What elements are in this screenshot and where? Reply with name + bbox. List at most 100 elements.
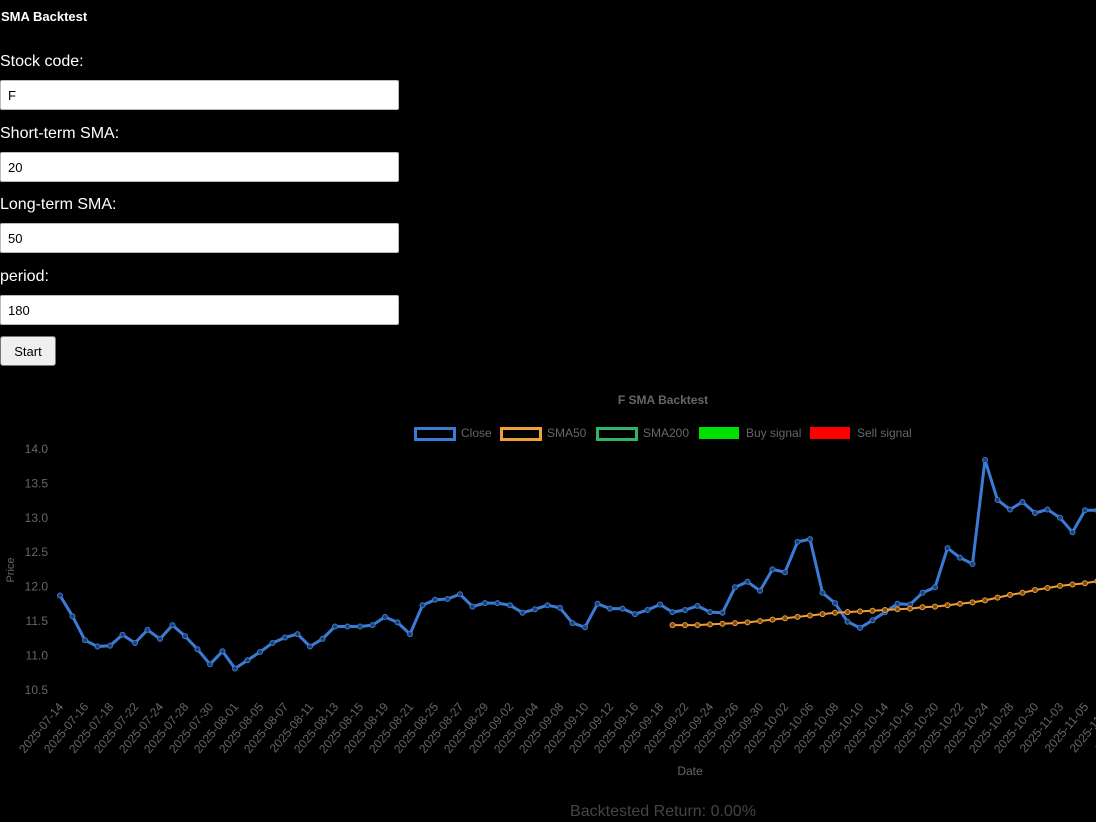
close-point	[307, 643, 313, 650]
sma-backtest-chart: F SMA Backtest Close SMA50 SMA200 Buy signal…	[5, 393, 1096, 778]
sma50-point	[844, 609, 851, 616]
backtested-return: Backtested Return: 0.00%	[570, 803, 756, 820]
close-point	[732, 584, 738, 591]
y-axis-label: Price	[5, 557, 17, 582]
close-point	[519, 609, 526, 616]
sma50-point	[969, 599, 976, 606]
close-point	[444, 596, 451, 602]
sma50-point	[882, 607, 888, 613]
sma50-point	[932, 603, 938, 610]
close-point	[657, 601, 663, 608]
sma50-point	[869, 607, 876, 614]
close-point	[682, 607, 688, 613]
close-point	[257, 649, 263, 655]
close-point	[919, 589, 926, 596]
sma50-point	[807, 612, 813, 619]
legend-label: Close	[461, 426, 492, 440]
close-point	[582, 624, 588, 631]
close-point	[644, 607, 651, 613]
close-point	[982, 457, 988, 463]
close-point	[569, 620, 576, 627]
close-point	[1044, 506, 1051, 513]
close-point	[432, 596, 438, 603]
close-point	[369, 622, 376, 629]
close-point	[132, 640, 138, 646]
sma50-point	[794, 613, 801, 620]
close-point	[482, 600, 488, 607]
sma50-point	[682, 622, 688, 629]
close-point	[207, 661, 213, 668]
long-sma-label: Long-term SMA:	[0, 196, 117, 213]
close-point	[319, 635, 326, 642]
close-point	[819, 589, 826, 596]
sma50-point	[1044, 585, 1051, 591]
close-point	[157, 635, 163, 642]
close-point	[344, 623, 351, 630]
close-point	[169, 622, 176, 629]
close-point	[532, 606, 538, 613]
legend-label: SMA200	[643, 426, 689, 440]
legend-swatch	[699, 427, 739, 439]
close-point	[232, 665, 238, 672]
close-point	[82, 637, 88, 644]
start-button[interactable]: Start	[0, 336, 56, 366]
sma50-point	[982, 597, 988, 604]
close-point	[407, 631, 413, 638]
close-point	[832, 600, 838, 607]
close-point	[794, 538, 801, 545]
y-tick-label: 10.5	[25, 683, 49, 697]
sma50-point	[769, 616, 776, 623]
close-point	[294, 631, 301, 638]
close-point	[807, 536, 813, 543]
legend-label: Sell signal	[857, 426, 912, 440]
close-point	[769, 566, 776, 573]
close-point	[357, 623, 363, 630]
sma50-point	[694, 622, 701, 629]
close-point	[719, 609, 726, 616]
sma50-point	[907, 605, 913, 612]
sma50-point	[707, 621, 713, 628]
close-point	[932, 584, 938, 591]
close-point	[1032, 510, 1038, 516]
close-point	[1019, 499, 1026, 505]
close-point	[269, 640, 276, 646]
sma50-point	[719, 620, 726, 627]
close-point	[182, 633, 188, 640]
long-sma-input[interactable]	[0, 223, 399, 253]
sma50-point	[957, 600, 963, 607]
close-point	[707, 609, 713, 616]
close-point	[1069, 529, 1076, 536]
period-label: period:	[0, 268, 49, 285]
sma50-point	[1082, 580, 1088, 587]
y-tick-label: 11.5	[26, 614, 49, 628]
close-point	[69, 613, 76, 620]
sma50-point	[1057, 582, 1063, 589]
y-tick-label: 13.5	[25, 476, 49, 490]
close-point	[144, 626, 151, 633]
close-point	[419, 602, 426, 609]
close-point	[894, 600, 901, 607]
close-point	[469, 603, 476, 610]
close-point	[119, 631, 126, 638]
period-input[interactable]	[0, 295, 399, 325]
x-axis-label: Date	[677, 764, 703, 778]
close-point	[994, 496, 1001, 503]
close-point	[869, 617, 876, 624]
stock-code-input[interactable]	[0, 80, 399, 110]
legend-swatch	[500, 427, 542, 441]
close-point	[557, 604, 563, 611]
sma50-point	[857, 608, 863, 615]
sma50-point	[669, 622, 676, 629]
sma50-point	[744, 619, 751, 626]
legend-label: Buy signal	[746, 426, 801, 440]
sma50-point	[782, 615, 788, 622]
short-sma-label: Short-term SMA:	[0, 125, 120, 142]
short-sma-input[interactable]	[0, 152, 399, 182]
close-point	[94, 643, 101, 650]
close-point	[757, 587, 763, 594]
sma50-point	[919, 604, 926, 611]
legend-swatch	[596, 427, 638, 441]
sma50-point	[1032, 587, 1038, 593]
close-point	[382, 613, 388, 620]
y-tick-label: 12.0	[25, 580, 49, 594]
